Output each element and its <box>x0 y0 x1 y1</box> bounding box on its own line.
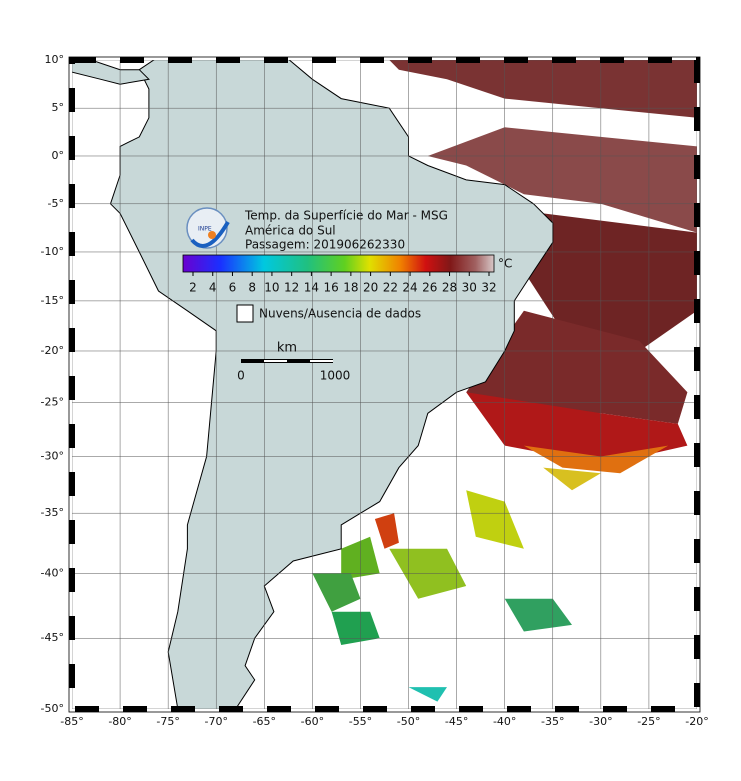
scale-label: 0 <box>237 369 245 383</box>
y-tick-label: -5° <box>48 197 64 210</box>
y-tick-label: 0° <box>52 149 65 162</box>
legend-label: Nuvens/Ausencia de dados <box>259 307 421 321</box>
sst-patch <box>523 445 669 474</box>
x-tick-label: -65° <box>253 715 276 728</box>
sst-patch <box>374 513 399 549</box>
sst-patch <box>408 687 447 702</box>
sst-patch <box>466 490 524 549</box>
scale-bar-segment <box>310 360 333 362</box>
x-tick-label: -45° <box>445 715 468 728</box>
sst-patch <box>331 611 380 645</box>
colorbar-tick-label: 16 <box>323 281 338 295</box>
y-tick-label: -20° <box>41 344 64 357</box>
colorbar-tick-label: 30 <box>462 281 477 295</box>
x-tick-label: -30° <box>589 715 612 728</box>
colorbar-tick-label: 6 <box>229 281 237 295</box>
colorbar-tick-label: 10 <box>264 281 279 295</box>
y-tick-label: -35° <box>41 506 64 519</box>
colorbar-tick-label: 12 <box>284 281 299 295</box>
x-tick-label: -50° <box>397 715 420 728</box>
x-tick-label: -25° <box>637 715 660 728</box>
sst-patch <box>504 598 572 632</box>
axes: -85° -80° -75° -70° -65° -60° -55° -50° -45° -40°… <box>41 53 709 728</box>
overlay: INPE Temp. da Superfície do Mar - MSG Am… <box>182 207 512 383</box>
x-tick-label: -35° <box>541 715 564 728</box>
scale-unit: km <box>277 341 297 356</box>
frame <box>69 57 700 712</box>
colorbar-tick-label: 22 <box>383 281 398 295</box>
colorbar-tick-label: 14 <box>304 281 319 295</box>
x-tick-label: -60° <box>301 715 324 728</box>
colorbar-ticks: 2 4 6 8 10 12 14 16 18 20 22 24 26 28 30 32 <box>189 272 497 295</box>
colorbar-tick-label: 4 <box>209 281 217 295</box>
sst-patch <box>466 310 688 424</box>
y-tick-label: -25° <box>41 396 64 409</box>
colorbar-tick-label: 26 <box>422 281 437 295</box>
colorbar-tick-label: 24 <box>402 281 417 295</box>
sst-patch <box>523 213 697 351</box>
x-tick-label: -55° <box>349 715 372 728</box>
x-tick-label: -85° <box>60 715 83 728</box>
logo-dot <box>208 231 216 239</box>
legend-box <box>236 304 254 323</box>
graticule <box>72 60 697 709</box>
title-line: Passagem: 201906262330 <box>245 238 405 252</box>
colorbar-tick-label: 8 <box>248 281 256 295</box>
y-tick-label: 10° <box>45 53 65 66</box>
title-line: América do Sul <box>245 224 336 238</box>
y-tick-label: -50° <box>41 702 64 715</box>
sst-patch <box>389 60 697 118</box>
y-tick-label: -30° <box>41 450 64 463</box>
colorbar-unit: °C <box>498 257 512 271</box>
y-tick-label: -40° <box>41 566 64 579</box>
sst-patch <box>543 467 601 491</box>
x-tick-label: -80° <box>108 715 131 728</box>
continent <box>72 60 150 85</box>
x-tick-label: -20° <box>685 715 708 728</box>
x-tick-label: -40° <box>493 715 516 728</box>
y-tick-label: -45° <box>41 631 64 644</box>
logo-arrow <box>190 220 230 248</box>
logo-text: INPE <box>198 226 212 233</box>
colorbar-tick-label: 2 <box>189 281 197 295</box>
scale-label: 1000 <box>320 369 351 383</box>
sst-patch <box>427 127 697 233</box>
sst-patch <box>466 392 688 457</box>
x-tick-label: -75° <box>156 715 179 728</box>
colorbar-tick-label: 28 <box>442 281 457 295</box>
y-tick-label: 5° <box>52 101 65 114</box>
scale-bar-segment <box>264 360 287 362</box>
colorbar-tick-label: 20 <box>363 281 378 295</box>
y-tick-label: -10° <box>41 245 64 258</box>
colorbar <box>182 254 495 273</box>
x-tick-label: -70° <box>204 715 227 728</box>
sst-patch <box>312 573 361 612</box>
title-line: Temp. da Superfície do Mar - MSG <box>244 209 448 223</box>
frame-outline <box>68 56 701 713</box>
colorbar-tick-label: 18 <box>343 281 358 295</box>
y-tick-label: -15° <box>41 294 64 307</box>
colorbar-tick-label: 32 <box>481 281 496 295</box>
